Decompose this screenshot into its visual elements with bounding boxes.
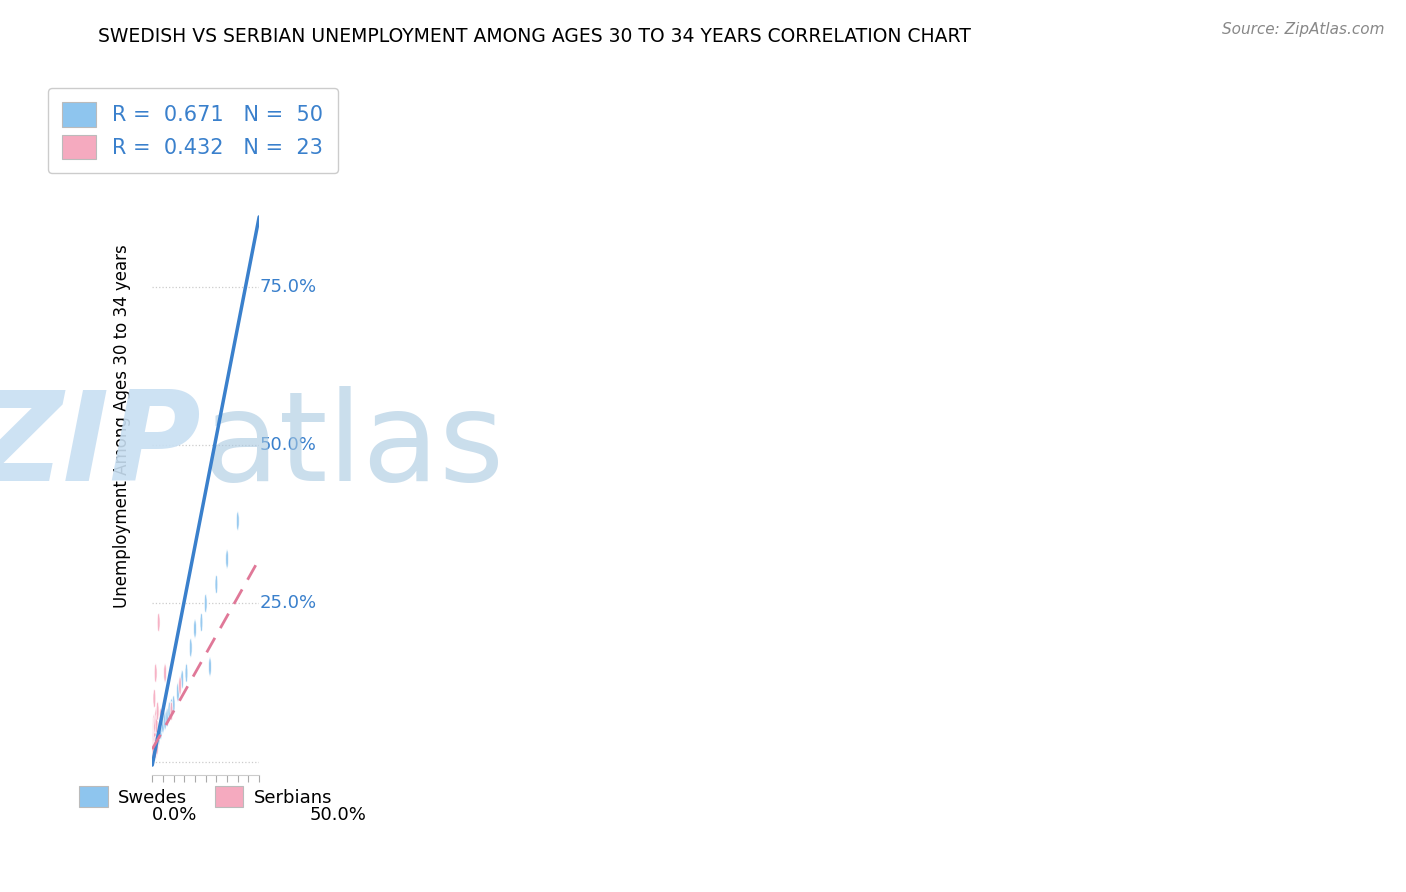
Ellipse shape <box>153 739 156 757</box>
Ellipse shape <box>190 639 193 657</box>
Text: ZIP: ZIP <box>0 386 201 508</box>
Text: SWEDISH VS SERBIAN UNEMPLOYMENT AMONG AGES 30 TO 34 YEARS CORRELATION CHART: SWEDISH VS SERBIAN UNEMPLOYMENT AMONG AG… <box>98 27 972 45</box>
Ellipse shape <box>153 743 156 762</box>
Ellipse shape <box>155 664 157 682</box>
Ellipse shape <box>177 682 180 702</box>
Ellipse shape <box>153 737 156 756</box>
Ellipse shape <box>153 741 156 760</box>
Ellipse shape <box>153 717 156 737</box>
Y-axis label: Unemployment Among Ages 30 to 34 years: Unemployment Among Ages 30 to 34 years <box>114 244 131 607</box>
Ellipse shape <box>155 735 157 754</box>
Ellipse shape <box>153 737 156 756</box>
Legend: Swedes, Serbians: Swedes, Serbians <box>72 779 340 814</box>
Ellipse shape <box>152 741 155 760</box>
Ellipse shape <box>186 664 188 682</box>
Ellipse shape <box>153 743 155 762</box>
Ellipse shape <box>153 737 155 756</box>
Ellipse shape <box>181 670 184 689</box>
Ellipse shape <box>152 739 155 759</box>
Ellipse shape <box>152 743 155 762</box>
Ellipse shape <box>163 711 166 731</box>
Ellipse shape <box>155 737 157 756</box>
Ellipse shape <box>194 619 197 639</box>
Text: 50.0%: 50.0% <box>259 436 316 454</box>
Ellipse shape <box>153 739 156 757</box>
Ellipse shape <box>156 702 159 721</box>
Ellipse shape <box>153 727 156 746</box>
Ellipse shape <box>179 676 181 696</box>
Ellipse shape <box>153 737 156 756</box>
Ellipse shape <box>153 714 156 733</box>
Ellipse shape <box>167 702 170 721</box>
Ellipse shape <box>159 708 162 727</box>
Ellipse shape <box>155 714 157 733</box>
Ellipse shape <box>152 739 155 759</box>
Ellipse shape <box>159 721 162 739</box>
Ellipse shape <box>152 743 155 762</box>
Ellipse shape <box>155 741 157 760</box>
Ellipse shape <box>170 698 173 717</box>
Ellipse shape <box>162 714 165 733</box>
Ellipse shape <box>152 737 155 756</box>
Ellipse shape <box>153 739 156 759</box>
Ellipse shape <box>153 737 156 756</box>
Text: 50.0%: 50.0% <box>309 806 366 824</box>
Ellipse shape <box>153 721 156 739</box>
Ellipse shape <box>160 714 163 733</box>
Ellipse shape <box>152 739 155 757</box>
Ellipse shape <box>226 549 229 568</box>
Ellipse shape <box>155 739 157 759</box>
Ellipse shape <box>156 733 159 752</box>
Ellipse shape <box>155 737 157 756</box>
Ellipse shape <box>215 575 218 594</box>
Ellipse shape <box>153 733 156 752</box>
Text: 0.0%: 0.0% <box>152 806 198 824</box>
Ellipse shape <box>166 708 169 727</box>
Ellipse shape <box>173 696 174 714</box>
Ellipse shape <box>152 741 155 760</box>
Ellipse shape <box>152 743 155 762</box>
Ellipse shape <box>155 737 157 756</box>
Ellipse shape <box>155 739 157 757</box>
Ellipse shape <box>153 741 156 760</box>
Ellipse shape <box>152 731 155 749</box>
Ellipse shape <box>159 721 162 739</box>
Ellipse shape <box>236 512 239 531</box>
Text: 25.0%: 25.0% <box>259 594 316 613</box>
Text: 75.0%: 75.0% <box>259 277 316 295</box>
Ellipse shape <box>200 613 202 632</box>
Ellipse shape <box>208 657 211 676</box>
Ellipse shape <box>155 708 157 727</box>
Ellipse shape <box>152 739 155 759</box>
Ellipse shape <box>157 727 160 746</box>
Ellipse shape <box>252 119 254 137</box>
Ellipse shape <box>153 689 156 708</box>
Ellipse shape <box>156 731 159 749</box>
Text: 100.0%: 100.0% <box>259 120 328 137</box>
Ellipse shape <box>157 613 160 632</box>
Ellipse shape <box>153 714 155 733</box>
Ellipse shape <box>204 594 207 613</box>
Text: Source: ZipAtlas.com: Source: ZipAtlas.com <box>1222 22 1385 37</box>
Ellipse shape <box>170 702 173 721</box>
Ellipse shape <box>156 737 159 756</box>
Text: atlas: atlas <box>202 386 505 508</box>
Ellipse shape <box>152 727 155 746</box>
Ellipse shape <box>153 739 156 759</box>
Ellipse shape <box>163 664 166 682</box>
